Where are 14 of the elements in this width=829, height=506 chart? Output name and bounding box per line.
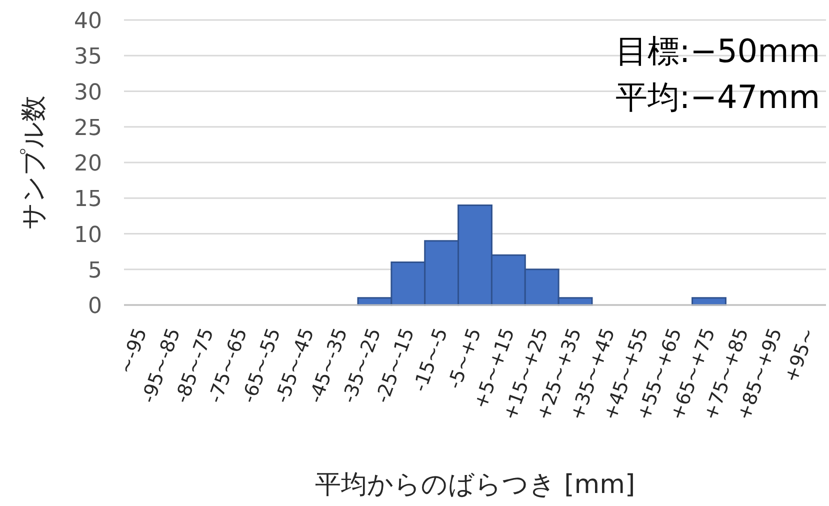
y-tick-label: 0 (88, 294, 102, 319)
y-tick-label: 35 (74, 44, 102, 70)
x-tick-label: +95~ (780, 325, 820, 386)
y-tick-label: 25 (74, 116, 102, 141)
y-tick-label: 15 (74, 187, 102, 212)
y-axis-title: サンプル数 (19, 96, 49, 230)
y-tick-label: 30 (74, 80, 102, 106)
y-tick-label: 5 (88, 258, 102, 284)
x-axis-title: 平均からのばらつき [mm] (314, 470, 636, 500)
annotation: 平均:−47mm (615, 78, 820, 116)
y-tick-label: 40 (74, 9, 102, 34)
y-tick-label: 20 (74, 152, 102, 176)
annotation: 目標:−50mm (615, 32, 820, 70)
y-tick-label: 10 (74, 222, 102, 248)
